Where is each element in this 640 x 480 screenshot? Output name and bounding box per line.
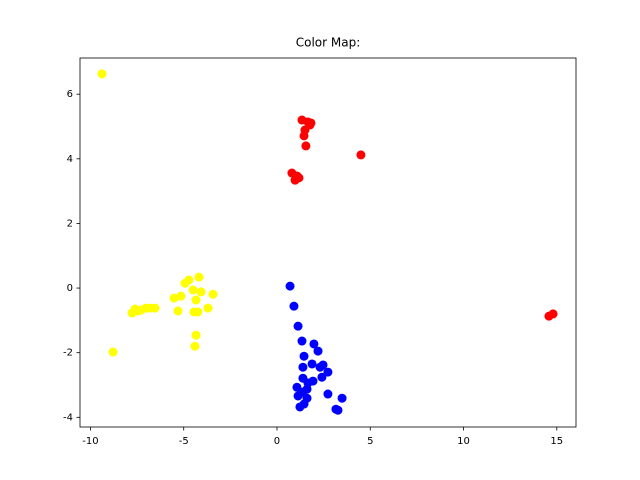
point xyxy=(323,389,333,399)
point xyxy=(303,117,313,127)
point xyxy=(208,289,218,299)
x-tick-label: 0 xyxy=(274,436,280,447)
point xyxy=(299,131,309,141)
point xyxy=(293,321,303,331)
x-tick-label: 15 xyxy=(550,436,563,447)
point xyxy=(191,330,201,340)
point xyxy=(289,301,299,311)
chart-title: Color Map: xyxy=(296,36,361,50)
point xyxy=(299,351,309,361)
point xyxy=(108,347,118,357)
point xyxy=(356,150,366,160)
point xyxy=(194,272,204,282)
point xyxy=(191,295,201,305)
point xyxy=(318,360,328,370)
y-tick-label: 2 xyxy=(67,218,73,229)
point xyxy=(297,336,307,346)
point xyxy=(299,399,309,409)
point xyxy=(309,339,319,349)
point xyxy=(150,303,160,313)
point xyxy=(285,281,295,291)
point xyxy=(173,306,183,316)
y-tick-label: -2 xyxy=(63,348,73,359)
point xyxy=(313,346,323,356)
x-tick-label: 10 xyxy=(457,436,470,447)
point xyxy=(317,372,327,382)
x-tick-label: -10 xyxy=(82,436,98,447)
point xyxy=(293,391,303,401)
point xyxy=(176,291,186,301)
point xyxy=(301,141,311,151)
point xyxy=(294,173,304,183)
point xyxy=(203,303,213,313)
y-tick-label: 4 xyxy=(67,154,73,165)
point xyxy=(97,69,107,79)
point xyxy=(188,285,198,295)
point xyxy=(169,293,179,303)
x-tick-label: 5 xyxy=(367,436,373,447)
y-tick-label: -4 xyxy=(63,412,73,423)
x-tick-label: -5 xyxy=(179,436,189,447)
point xyxy=(298,362,308,372)
point xyxy=(323,367,333,377)
point xyxy=(184,275,194,285)
point xyxy=(548,309,558,319)
point xyxy=(196,287,206,297)
point xyxy=(307,359,317,369)
point xyxy=(190,341,200,351)
plot-frame xyxy=(79,57,577,428)
point xyxy=(189,307,199,317)
y-tick-label: 0 xyxy=(67,283,73,294)
y-tick-label: 6 xyxy=(67,89,73,100)
point xyxy=(333,405,343,415)
point xyxy=(337,393,347,403)
point xyxy=(292,382,302,392)
